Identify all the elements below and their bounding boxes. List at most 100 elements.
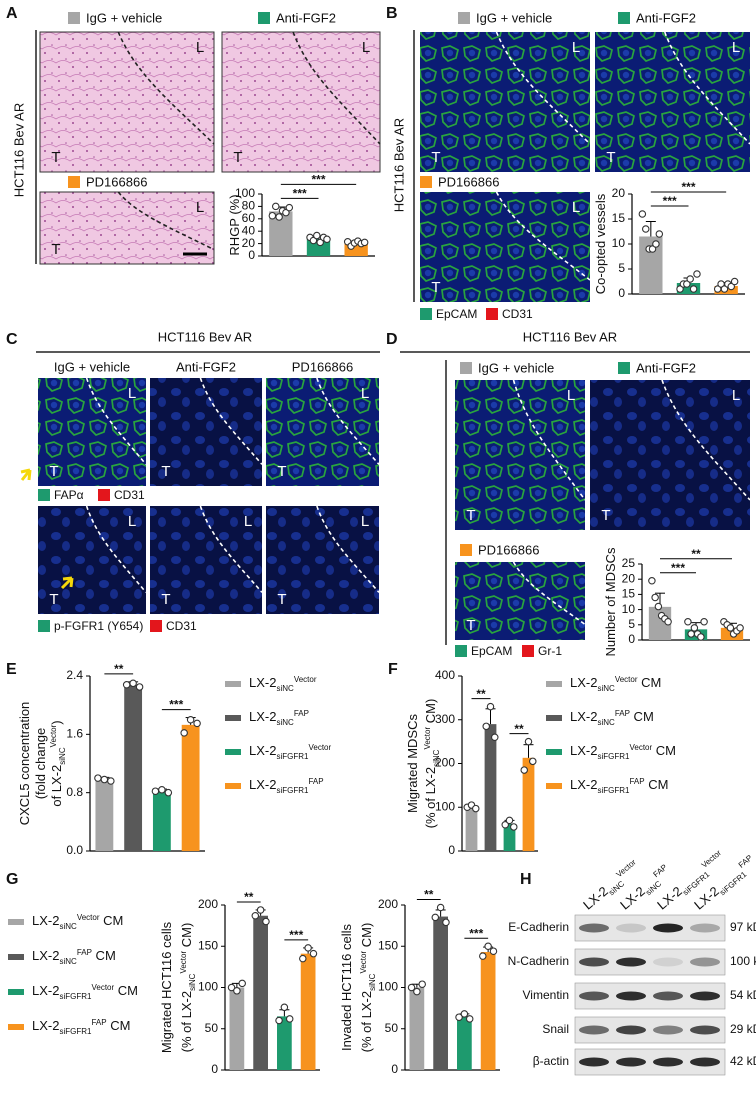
y-tick-label: 25 xyxy=(622,556,636,570)
data-point xyxy=(736,624,744,632)
legend-label: LX-2siFGFR1Vector CM xyxy=(570,743,676,761)
data-point xyxy=(484,942,492,950)
column-label: PD166866 xyxy=(292,359,353,374)
data-point xyxy=(683,280,691,288)
text-part: CM xyxy=(645,777,669,792)
text-part: CXCL5 concentration xyxy=(17,702,32,826)
legend-label: IgG + vehicle xyxy=(476,10,552,25)
data-point xyxy=(651,593,659,602)
y-tick-label: 200 xyxy=(378,897,398,911)
data-point xyxy=(282,208,290,217)
text-part: CM) xyxy=(423,699,438,727)
blot-band xyxy=(653,923,683,933)
legend-swatch xyxy=(38,620,50,632)
panel-letter: A xyxy=(6,5,18,22)
significance-label: *** xyxy=(289,928,303,942)
arrow xyxy=(60,576,74,590)
data-point xyxy=(413,987,421,996)
data-point xyxy=(431,913,440,922)
blot-band xyxy=(690,923,720,933)
legend-label: Anti-FGF2 xyxy=(636,360,696,375)
y-tick-label: 100 xyxy=(435,799,455,813)
data-point xyxy=(505,816,514,825)
data-point xyxy=(638,210,647,218)
text-part: Vector xyxy=(615,675,638,684)
data-point xyxy=(686,275,694,283)
side-label: HCT116 Bev AR xyxy=(11,103,26,197)
data-point xyxy=(465,1015,474,1023)
data-point xyxy=(309,236,318,245)
data-point xyxy=(501,820,509,829)
micrograph xyxy=(420,32,590,172)
text-part: (fold change xyxy=(33,728,48,800)
data-point xyxy=(275,1016,283,1025)
protein-label: Snail xyxy=(542,1022,569,1036)
tissue-border xyxy=(85,505,147,593)
legend-label: Anti-FGF2 xyxy=(276,10,336,25)
image-label: T xyxy=(49,591,58,608)
y-tick-label: 400 xyxy=(435,668,455,682)
image-label: L xyxy=(244,513,252,530)
image-label: L xyxy=(196,199,204,216)
blot-band xyxy=(579,957,609,967)
text-part: siFGFR1 xyxy=(276,752,309,761)
tissue-border xyxy=(495,31,591,145)
data-point xyxy=(491,733,499,741)
bar xyxy=(522,757,535,851)
image-label: T xyxy=(606,149,615,166)
legend-label: LX-2siNCVector CM xyxy=(570,675,661,693)
micrograph-tint xyxy=(266,378,379,486)
text-part: FAP xyxy=(308,777,323,786)
blot-band xyxy=(690,991,720,1001)
y-tick-label: 10 xyxy=(612,236,626,250)
stain-label: CD31 xyxy=(114,488,145,502)
stain-label: p-FGFR1 (Y654) xyxy=(54,619,143,633)
data-point xyxy=(94,774,102,782)
data-point xyxy=(455,1013,463,1021)
micrograph xyxy=(221,31,381,173)
panel-letter: H xyxy=(520,871,532,888)
legend-swatch xyxy=(68,176,80,188)
legend-swatch xyxy=(546,681,562,687)
data-point xyxy=(418,980,426,988)
significance-label: ** xyxy=(691,547,701,561)
text-part: CM xyxy=(92,948,116,963)
legend-swatch xyxy=(486,308,498,320)
text-part: siFGFR1 xyxy=(59,1027,92,1036)
legend-swatch xyxy=(455,645,467,657)
data-point xyxy=(664,618,672,626)
y-axis-label: (fold change xyxy=(33,728,48,800)
data-point xyxy=(100,775,109,784)
blot-band xyxy=(579,991,609,1001)
data-point xyxy=(479,952,487,960)
y-tick-label: 40 xyxy=(242,223,256,237)
y-axis-label: (% of LX-2siNCVector CM) xyxy=(359,923,377,1053)
data-point xyxy=(271,202,280,211)
significance-label: *** xyxy=(671,561,685,575)
text-part: siNC xyxy=(368,973,377,991)
y-axis-label: Invaded HCT116 cells xyxy=(339,924,354,1051)
blot-band xyxy=(653,957,683,967)
legend-swatch xyxy=(38,489,50,501)
data-point xyxy=(648,245,657,253)
text-part: LX-2 xyxy=(249,675,276,690)
text-part: siFGFR1 xyxy=(597,752,630,761)
data-point xyxy=(158,785,166,794)
stain-label: CD31 xyxy=(502,307,533,321)
legend-label: IgG + vehicle xyxy=(478,360,554,375)
blot-band xyxy=(579,923,609,933)
text-part: Vector xyxy=(294,675,317,684)
micrograph xyxy=(39,191,215,265)
tissue-border xyxy=(495,191,591,281)
text-part: siNC xyxy=(597,684,615,693)
legend-label: PD166866 xyxy=(438,174,499,189)
data-point xyxy=(186,715,195,724)
y-tick-label: 60 xyxy=(242,211,256,225)
text-part: LX-2 xyxy=(32,983,59,998)
bar xyxy=(503,823,516,851)
legend-label: LX-2siFGFR1FAP CM xyxy=(32,1018,130,1036)
text-part: siNC xyxy=(59,922,77,931)
significance-label: ** xyxy=(514,722,524,736)
micrograph xyxy=(150,378,262,486)
legend-swatch xyxy=(8,954,24,960)
